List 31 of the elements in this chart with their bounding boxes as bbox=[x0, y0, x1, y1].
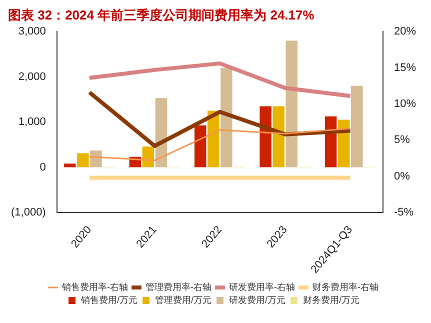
legend-label: 财务费用率-右轴 bbox=[312, 282, 378, 292]
bar bbox=[220, 68, 232, 168]
y-tick-label: 2,000 bbox=[18, 70, 46, 83]
bar bbox=[351, 86, 363, 168]
y-tick-label: 0 bbox=[40, 161, 46, 174]
legend-label: 销售费用率-右轴 bbox=[61, 282, 128, 292]
legend-label: 管理费用/万元 bbox=[155, 294, 212, 305]
y-tick-label: 3,000 bbox=[18, 26, 46, 38]
bar bbox=[286, 40, 298, 168]
bar bbox=[272, 106, 284, 168]
legend-label: 管理费用率-右轴 bbox=[146, 282, 212, 292]
y2-tick-label: 15% bbox=[394, 62, 416, 74]
bar bbox=[142, 146, 154, 168]
y2-tick-label: -5% bbox=[394, 206, 414, 219]
y-tick-label: 1,000 bbox=[18, 116, 46, 128]
legend-label: 财务费用/万元 bbox=[303, 294, 360, 305]
bar bbox=[260, 106, 272, 168]
bar bbox=[194, 125, 206, 168]
bar bbox=[90, 150, 102, 168]
y2-tick-label: 10% bbox=[394, 98, 416, 110]
legend-label: 研发费用率-右轴 bbox=[229, 282, 295, 292]
legend-label: 研发费用/万元 bbox=[229, 294, 286, 305]
y2-tick-label: 20% bbox=[394, 26, 416, 38]
y2-tick-label: 0% bbox=[394, 170, 410, 182]
chart-title: 图表 32：2024 年前三季度公司期间费用率为 24.17% bbox=[8, 7, 315, 22]
bar bbox=[77, 153, 89, 168]
y-tick-label: (1,000) bbox=[10, 206, 46, 219]
legend-label: 销售费用/万元 bbox=[80, 294, 138, 305]
y2-tick-label: 5% bbox=[394, 134, 410, 146]
bar bbox=[64, 164, 76, 168]
bar bbox=[155, 98, 168, 168]
